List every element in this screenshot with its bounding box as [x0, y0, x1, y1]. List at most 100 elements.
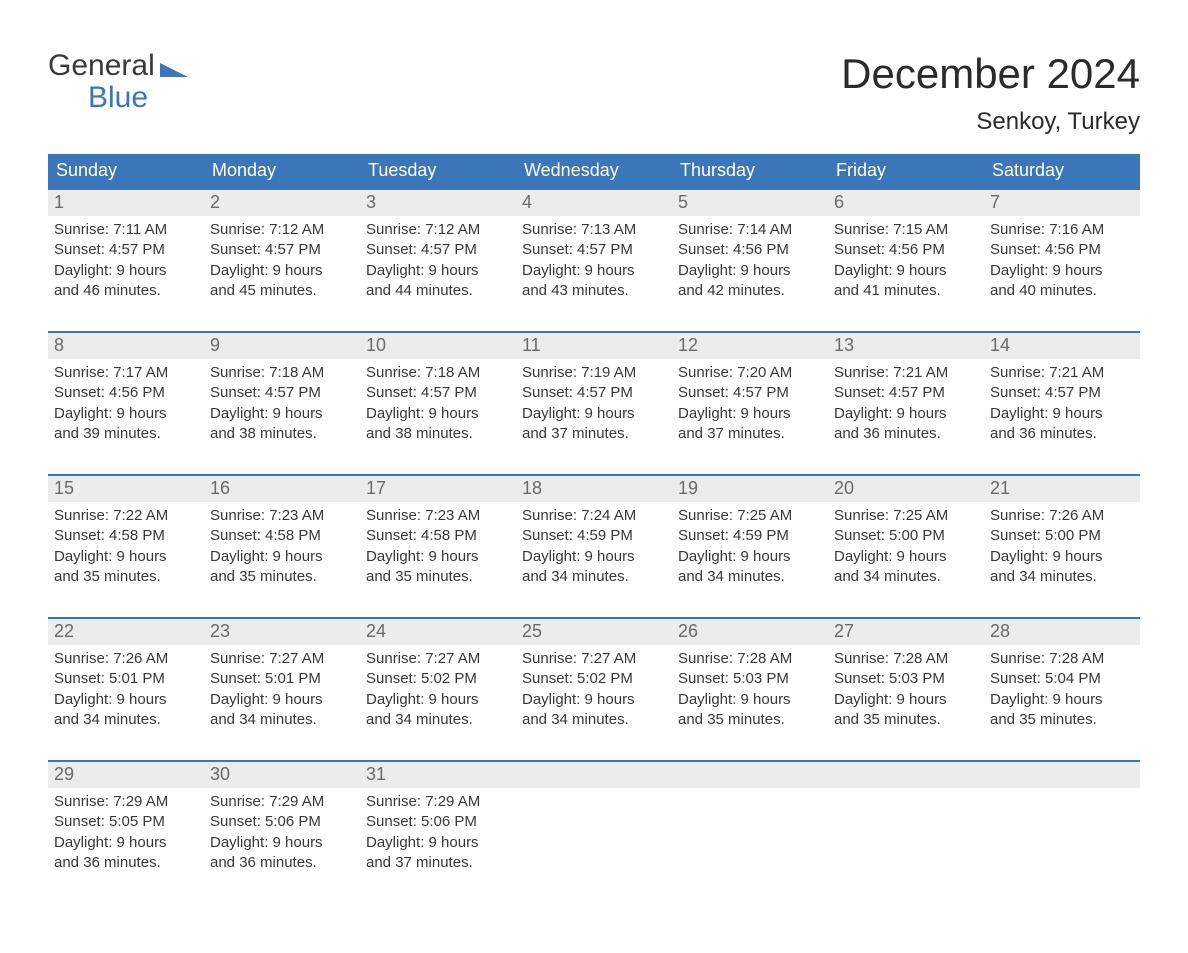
week-row: 15161718192021Sunrise: 7:22 AMSunset: 4:…	[48, 474, 1140, 617]
daynum-band: 22232425262728	[48, 619, 1140, 645]
day-day1: Daylight: 9 hours	[522, 404, 666, 424]
day-sunset: Sunset: 4:56 PM	[990, 240, 1134, 260]
day-number	[984, 762, 1140, 788]
content-band: Sunrise: 7:29 AMSunset: 5:05 PMDaylight:…	[48, 788, 1140, 903]
day-sunset: Sunset: 4:59 PM	[678, 526, 822, 546]
day-day1: Daylight: 9 hours	[54, 833, 198, 853]
day-number: 10	[360, 333, 516, 359]
day-sunrise: Sunrise: 7:29 AM	[366, 792, 510, 812]
day-sunrise: Sunrise: 7:27 AM	[210, 649, 354, 669]
day-cell: Sunrise: 7:12 AMSunset: 4:57 PMDaylight:…	[360, 216, 516, 301]
day-cell: Sunrise: 7:27 AMSunset: 5:01 PMDaylight:…	[204, 645, 360, 730]
day-day2: and 46 minutes.	[54, 281, 198, 301]
day-day2: and 35 minutes.	[990, 710, 1134, 730]
day-cell: Sunrise: 7:12 AMSunset: 4:57 PMDaylight:…	[204, 216, 360, 301]
day-cell: Sunrise: 7:16 AMSunset: 4:56 PMDaylight:…	[984, 216, 1140, 301]
day-day1: Daylight: 9 hours	[678, 547, 822, 567]
day-number: 4	[516, 190, 672, 216]
day-cell: Sunrise: 7:14 AMSunset: 4:56 PMDaylight:…	[672, 216, 828, 301]
day-sunrise: Sunrise: 7:21 AM	[834, 363, 978, 383]
day-day1: Daylight: 9 hours	[522, 690, 666, 710]
day-day1: Daylight: 9 hours	[834, 690, 978, 710]
day-sunset: Sunset: 4:57 PM	[210, 240, 354, 260]
day-sunrise: Sunrise: 7:28 AM	[678, 649, 822, 669]
day-sunset: Sunset: 5:00 PM	[990, 526, 1134, 546]
day-sunrise: Sunrise: 7:22 AM	[54, 506, 198, 526]
day-day2: and 35 minutes.	[366, 567, 510, 587]
dow-tuesday: Tuesday	[360, 154, 516, 188]
day-of-week-header: Sunday Monday Tuesday Wednesday Thursday…	[48, 154, 1140, 188]
day-sunset: Sunset: 5:06 PM	[366, 812, 510, 832]
day-number	[672, 762, 828, 788]
day-sunrise: Sunrise: 7:25 AM	[834, 506, 978, 526]
day-sunset: Sunset: 4:56 PM	[834, 240, 978, 260]
day-cell: Sunrise: 7:23 AMSunset: 4:58 PMDaylight:…	[360, 502, 516, 587]
day-sunset: Sunset: 5:06 PM	[210, 812, 354, 832]
day-cell: Sunrise: 7:15 AMSunset: 4:56 PMDaylight:…	[828, 216, 984, 301]
day-sunrise: Sunrise: 7:16 AM	[990, 220, 1134, 240]
day-day1: Daylight: 9 hours	[210, 547, 354, 567]
day-day2: and 43 minutes.	[522, 281, 666, 301]
day-day2: and 37 minutes.	[366, 853, 510, 873]
day-cell: Sunrise: 7:11 AMSunset: 4:57 PMDaylight:…	[48, 216, 204, 301]
daynum-band: 293031	[48, 762, 1140, 788]
day-sunset: Sunset: 4:58 PM	[54, 526, 198, 546]
month-title: December 2024	[841, 50, 1140, 98]
day-sunset: Sunset: 4:58 PM	[366, 526, 510, 546]
day-day1: Daylight: 9 hours	[210, 690, 354, 710]
day-day1: Daylight: 9 hours	[54, 690, 198, 710]
day-cell: Sunrise: 7:23 AMSunset: 4:58 PMDaylight:…	[204, 502, 360, 587]
daynum-band: 15161718192021	[48, 476, 1140, 502]
day-cell: Sunrise: 7:13 AMSunset: 4:57 PMDaylight:…	[516, 216, 672, 301]
day-day2: and 34 minutes.	[678, 567, 822, 587]
day-day2: and 36 minutes.	[834, 424, 978, 444]
day-day1: Daylight: 9 hours	[54, 261, 198, 281]
day-number: 11	[516, 333, 672, 359]
day-number: 1	[48, 190, 204, 216]
day-cell: Sunrise: 7:19 AMSunset: 4:57 PMDaylight:…	[516, 359, 672, 444]
day-cell: Sunrise: 7:27 AMSunset: 5:02 PMDaylight:…	[516, 645, 672, 730]
day-sunrise: Sunrise: 7:14 AM	[678, 220, 822, 240]
day-cell: Sunrise: 7:29 AMSunset: 5:06 PMDaylight:…	[360, 788, 516, 873]
day-day2: and 34 minutes.	[834, 567, 978, 587]
day-number: 12	[672, 333, 828, 359]
day-cell: Sunrise: 7:20 AMSunset: 4:57 PMDaylight:…	[672, 359, 828, 444]
day-sunrise: Sunrise: 7:11 AM	[54, 220, 198, 240]
day-day2: and 34 minutes.	[54, 710, 198, 730]
day-sunrise: Sunrise: 7:21 AM	[990, 363, 1134, 383]
logo-flag-icon	[160, 59, 188, 77]
day-sunrise: Sunrise: 7:19 AM	[522, 363, 666, 383]
day-sunset: Sunset: 5:03 PM	[834, 669, 978, 689]
day-number: 18	[516, 476, 672, 502]
day-cell: Sunrise: 7:21 AMSunset: 4:57 PMDaylight:…	[984, 359, 1140, 444]
day-sunrise: Sunrise: 7:28 AM	[990, 649, 1134, 669]
day-sunset: Sunset: 5:02 PM	[366, 669, 510, 689]
day-number: 28	[984, 619, 1140, 645]
day-sunset: Sunset: 4:56 PM	[678, 240, 822, 260]
day-day1: Daylight: 9 hours	[210, 261, 354, 281]
day-day2: and 34 minutes.	[210, 710, 354, 730]
day-day2: and 45 minutes.	[210, 281, 354, 301]
day-day2: and 38 minutes.	[366, 424, 510, 444]
day-number: 14	[984, 333, 1140, 359]
day-sunset: Sunset: 4:57 PM	[522, 240, 666, 260]
day-day1: Daylight: 9 hours	[210, 404, 354, 424]
day-day2: and 35 minutes.	[678, 710, 822, 730]
day-number: 8	[48, 333, 204, 359]
day-sunrise: Sunrise: 7:24 AM	[522, 506, 666, 526]
day-day1: Daylight: 9 hours	[990, 404, 1134, 424]
day-cell: Sunrise: 7:24 AMSunset: 4:59 PMDaylight:…	[516, 502, 672, 587]
day-day2: and 34 minutes.	[990, 567, 1134, 587]
day-sunrise: Sunrise: 7:26 AM	[990, 506, 1134, 526]
day-day1: Daylight: 9 hours	[366, 690, 510, 710]
day-day1: Daylight: 9 hours	[990, 261, 1134, 281]
day-sunrise: Sunrise: 7:13 AM	[522, 220, 666, 240]
content-band: Sunrise: 7:22 AMSunset: 4:58 PMDaylight:…	[48, 502, 1140, 617]
title-block: December 2024 Senkoy, Turkey	[841, 50, 1140, 136]
day-number: 13	[828, 333, 984, 359]
day-sunset: Sunset: 4:57 PM	[522, 383, 666, 403]
dow-saturday: Saturday	[984, 154, 1140, 188]
week-row: 891011121314Sunrise: 7:17 AMSunset: 4:56…	[48, 331, 1140, 474]
day-sunset: Sunset: 5:01 PM	[210, 669, 354, 689]
day-cell	[828, 788, 984, 873]
